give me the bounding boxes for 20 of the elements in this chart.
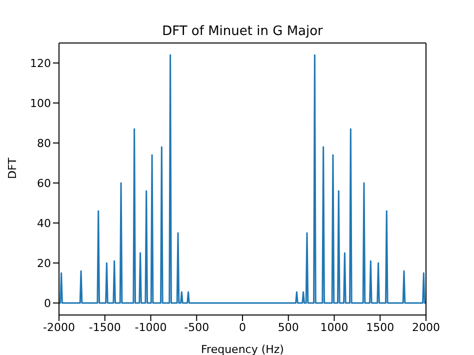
x-tick-label: 1000	[320, 320, 348, 334]
x-tick-label: 2000	[412, 320, 440, 334]
x-tick-label: 500	[278, 320, 299, 334]
x-tick-label: -500	[184, 320, 210, 334]
x-tick-label: -2000	[43, 320, 75, 334]
x-tick-label: 1500	[366, 320, 394, 334]
y-tick-label: 100	[30, 96, 51, 110]
y-tick-label: 0	[44, 296, 51, 310]
y-tick-label: 120	[30, 56, 51, 70]
y-tick-label: 40	[37, 216, 51, 230]
y-tick-label: 80	[37, 136, 51, 150]
x-tick-label: -1000	[134, 320, 167, 334]
y-axis-title: DFT	[6, 157, 19, 179]
x-tick-label: -1500	[88, 320, 121, 334]
x-tick-label: 0	[239, 320, 246, 334]
y-tick-label: 20	[37, 256, 51, 270]
x-axis-title: Frequency (Hz)	[201, 343, 284, 355]
line-series	[59, 54, 426, 304]
y-tick-label: 60	[37, 176, 51, 190]
chart-title: DFT of Minuet in G Major	[161, 24, 324, 39]
